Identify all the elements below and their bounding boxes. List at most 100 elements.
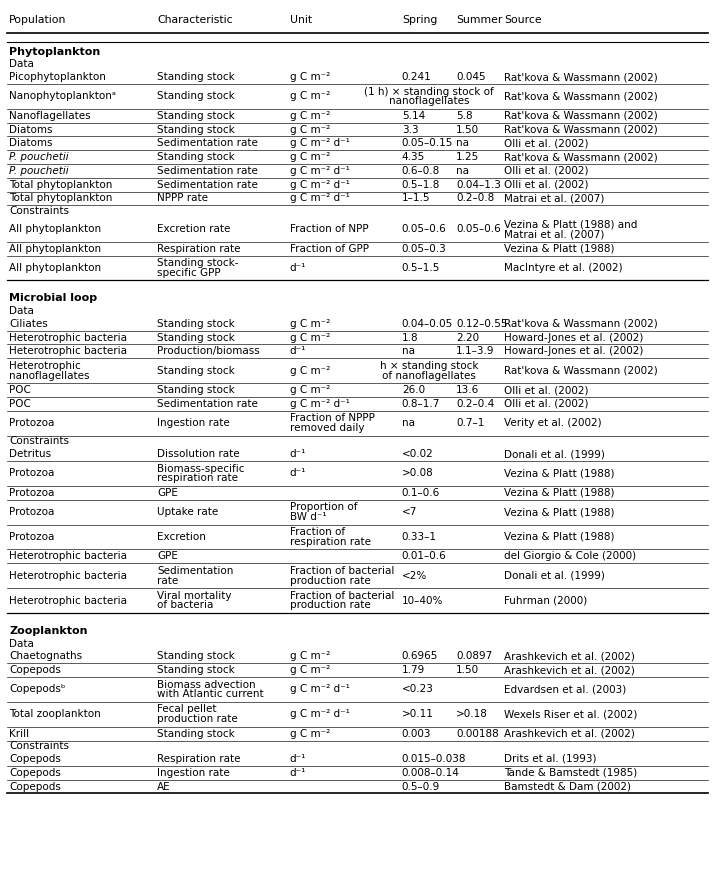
Text: 0.12–0.55: 0.12–0.55: [456, 319, 508, 329]
Text: 0.1–0.6: 0.1–0.6: [402, 488, 440, 498]
Text: 1.50: 1.50: [456, 665, 479, 675]
Text: Olli et al. (2002): Olli et al. (2002): [504, 399, 588, 409]
Text: Respiration rate: Respiration rate: [157, 754, 241, 764]
Text: Rat'kova & Wassmann (2002): Rat'kova & Wassmann (2002): [504, 124, 658, 134]
Text: d⁻¹: d⁻¹: [290, 347, 306, 356]
Text: Arashkevich et al. (2002): Arashkevich et al. (2002): [504, 665, 635, 675]
Text: 1.1–3.9: 1.1–3.9: [456, 347, 495, 356]
Text: GPE: GPE: [157, 551, 178, 561]
Text: Donali et al. (1999): Donali et al. (1999): [504, 449, 605, 459]
Text: Krill: Krill: [9, 729, 29, 739]
Text: g C m⁻² d⁻¹: g C m⁻² d⁻¹: [290, 709, 350, 719]
Text: 1–1.5: 1–1.5: [402, 194, 430, 204]
Text: 0.003: 0.003: [402, 729, 431, 739]
Text: 0.0897: 0.0897: [456, 652, 493, 661]
Text: Rat'kova & Wassmann (2002): Rat'kova & Wassmann (2002): [504, 152, 658, 162]
Text: MacIntyre et al. (2002): MacIntyre et al. (2002): [504, 263, 623, 273]
Text: Characteristic: Characteristic: [157, 15, 233, 25]
Text: Standing stock: Standing stock: [157, 92, 235, 101]
Text: g C m⁻²: g C m⁻²: [290, 72, 330, 82]
Text: Excretion: Excretion: [157, 532, 206, 542]
Text: respiration rate: respiration rate: [290, 537, 370, 547]
Text: na: na: [456, 139, 469, 148]
Text: Olli et al. (2002): Olli et al. (2002): [504, 166, 588, 176]
Text: d⁻¹: d⁻¹: [290, 263, 306, 273]
Text: Protozoa: Protozoa: [9, 418, 54, 428]
Text: Protozoa: Protozoa: [9, 532, 54, 542]
Text: 0.008–0.14: 0.008–0.14: [402, 768, 460, 778]
Text: 5.14: 5.14: [402, 111, 425, 121]
Text: Howard-Jones et al. (2002): Howard-Jones et al. (2002): [504, 347, 644, 356]
Text: Fraction of GPP: Fraction of GPP: [290, 244, 368, 253]
Text: Fraction of NPP: Fraction of NPP: [290, 224, 368, 235]
Text: 0.04–1.3: 0.04–1.3: [456, 180, 501, 189]
Text: Ingestion rate: Ingestion rate: [157, 768, 230, 778]
Text: Standing stock: Standing stock: [157, 72, 235, 82]
Text: 1.79: 1.79: [402, 665, 425, 675]
Text: 0.00188: 0.00188: [456, 729, 499, 739]
Text: Fuhrman (2000): Fuhrman (2000): [504, 596, 587, 605]
Text: Zooplankton: Zooplankton: [9, 626, 88, 636]
Text: g C m⁻²: g C m⁻²: [290, 665, 330, 675]
Text: 0.015–0.038: 0.015–0.038: [402, 754, 466, 764]
Text: Vezina & Platt (1988): Vezina & Platt (1988): [504, 532, 615, 542]
Text: Vezina & Platt (1988): Vezina & Platt (1988): [504, 488, 615, 498]
Text: g C m⁻²: g C m⁻²: [290, 92, 330, 101]
Text: Protozoa: Protozoa: [9, 469, 54, 478]
Text: Arashkevich et al. (2002): Arashkevich et al. (2002): [504, 729, 635, 739]
Text: Spring: Spring: [402, 15, 437, 25]
Text: Phytoplankton: Phytoplankton: [9, 46, 101, 57]
Text: Edvardsen et al. (2003): Edvardsen et al. (2003): [504, 685, 626, 694]
Text: of nanoflagellates: of nanoflagellates: [382, 371, 476, 380]
Text: d⁻¹: d⁻¹: [290, 768, 306, 778]
Text: <7: <7: [402, 507, 418, 517]
Text: 4.35: 4.35: [402, 152, 425, 162]
Text: 0.8–1.7: 0.8–1.7: [402, 399, 440, 409]
Text: Constraints: Constraints: [9, 436, 69, 446]
Text: Rat'kova & Wassmann (2002): Rat'kova & Wassmann (2002): [504, 111, 658, 121]
Text: Uptake rate: Uptake rate: [157, 507, 219, 517]
Text: Protozoa: Protozoa: [9, 488, 54, 498]
Text: g C m⁻²: g C m⁻²: [290, 652, 330, 661]
Text: Matrai et al. (2007): Matrai et al. (2007): [504, 194, 604, 204]
Text: All phytoplankton: All phytoplankton: [9, 224, 102, 235]
Text: Vezina & Platt (1988) and: Vezina & Platt (1988) and: [504, 220, 638, 229]
Text: Standing stock: Standing stock: [157, 652, 235, 661]
Text: Proportion of: Proportion of: [290, 502, 357, 512]
Text: Data: Data: [9, 60, 34, 69]
Text: Fraction of bacterial: Fraction of bacterial: [290, 590, 394, 601]
Text: 5.8: 5.8: [456, 111, 473, 121]
Text: na: na: [402, 347, 415, 356]
Text: Fecal pellet: Fecal pellet: [157, 704, 217, 715]
Text: specific GPP: specific GPP: [157, 268, 221, 278]
Text: Summer: Summer: [456, 15, 503, 25]
Text: Diatoms: Diatoms: [9, 139, 53, 148]
Text: Microbial loop: Microbial loop: [9, 293, 97, 303]
Text: nanoflagellates: nanoflagellates: [9, 371, 90, 380]
Text: production rate: production rate: [290, 600, 370, 611]
Text: nanoflagellates: nanoflagellates: [389, 96, 469, 107]
Text: g C m⁻²: g C m⁻²: [290, 729, 330, 739]
Text: 13.6: 13.6: [456, 385, 480, 395]
Text: Vezina & Platt (1988): Vezina & Platt (1988): [504, 244, 615, 253]
Text: Standing stock: Standing stock: [157, 152, 235, 162]
Text: Standing stock: Standing stock: [157, 111, 235, 121]
Text: g C m⁻²: g C m⁻²: [290, 365, 330, 376]
Text: Constraints: Constraints: [9, 206, 69, 216]
Text: Rat'kova & Wassmann (2002): Rat'kova & Wassmann (2002): [504, 365, 658, 376]
Text: Heterotrophic: Heterotrophic: [9, 361, 81, 371]
Text: (1 h) × standing stock of: (1 h) × standing stock of: [364, 86, 494, 97]
Text: g C m⁻²: g C m⁻²: [290, 319, 330, 329]
Text: Standing stock: Standing stock: [157, 665, 235, 675]
Text: g C m⁻² d⁻¹: g C m⁻² d⁻¹: [290, 166, 350, 176]
Text: 26.0: 26.0: [402, 385, 425, 395]
Text: Standing stock: Standing stock: [157, 385, 235, 395]
Text: Heterotrophic bacteria: Heterotrophic bacteria: [9, 332, 127, 342]
Text: <0.02: <0.02: [402, 449, 433, 459]
Text: g C m⁻² d⁻¹: g C m⁻² d⁻¹: [290, 685, 350, 694]
Text: 2.20: 2.20: [456, 332, 479, 342]
Text: g C m⁻²: g C m⁻²: [290, 124, 330, 134]
Text: g C m⁻²: g C m⁻²: [290, 111, 330, 121]
Text: 3.3: 3.3: [402, 124, 418, 134]
Text: Standing stock: Standing stock: [157, 332, 235, 342]
